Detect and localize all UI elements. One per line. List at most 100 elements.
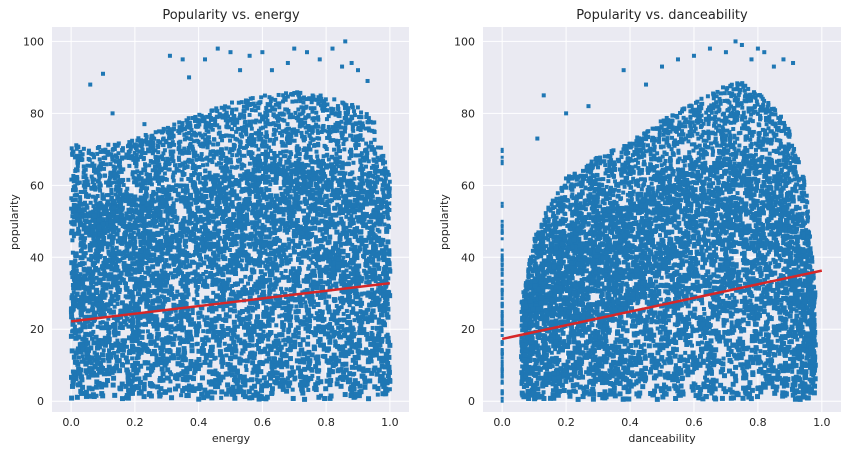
scatter-point — [119, 169, 124, 174]
scatter-point — [75, 144, 80, 149]
scatter-point — [263, 333, 268, 338]
scatter-point — [261, 375, 267, 381]
scatter-point — [381, 161, 386, 166]
scatter-point — [358, 166, 363, 171]
scatter-point — [342, 129, 347, 134]
scatter-point — [138, 188, 143, 193]
scatter-point — [231, 308, 237, 314]
scatter-point — [163, 192, 168, 197]
scatter-point — [177, 150, 182, 155]
scatter-point — [144, 137, 149, 142]
scatter-point — [249, 126, 254, 131]
scatter-point — [197, 164, 202, 169]
scatter-point — [375, 155, 380, 160]
scatter-point — [171, 178, 176, 183]
scatter-point — [93, 187, 98, 192]
scatter-point — [306, 114, 311, 119]
scatter-point — [360, 291, 365, 296]
scatter-point — [141, 139, 146, 144]
scatter-point — [90, 307, 96, 313]
scatter-point — [283, 97, 288, 102]
scatter-point — [134, 254, 139, 259]
scatter-point — [369, 219, 374, 224]
scatter-point — [300, 121, 305, 126]
scatter-point — [237, 183, 242, 188]
scatter-point — [150, 300, 156, 306]
scatter-point — [276, 92, 281, 97]
scatter-point — [142, 227, 147, 232]
scatter-point — [268, 383, 273, 388]
scatter-point — [279, 111, 284, 116]
scatter-point — [236, 148, 241, 153]
scatter-point — [315, 128, 320, 133]
scatter-point — [227, 133, 232, 138]
scatter-point — [387, 201, 392, 206]
scatter-point — [186, 205, 191, 210]
scatter-point — [89, 281, 94, 286]
scatter-point — [108, 171, 113, 176]
scatter-point — [268, 148, 273, 153]
scatter-point — [268, 108, 273, 113]
scatter-point — [87, 242, 92, 247]
scatter-point — [102, 173, 107, 178]
scatter-point — [239, 228, 244, 233]
scatter-point — [145, 186, 150, 191]
scatter-point — [83, 173, 88, 178]
scatter-point — [169, 152, 174, 157]
scatter-point — [147, 149, 152, 154]
scatter-point — [304, 174, 309, 179]
scatter-point — [90, 180, 95, 185]
scatter-point — [217, 130, 222, 135]
scatter-point — [242, 172, 247, 177]
scatter-point — [184, 329, 189, 334]
scatter-point — [357, 134, 362, 139]
scatter-point — [273, 229, 278, 234]
scatter-point — [337, 190, 342, 195]
scatter-point — [200, 283, 205, 288]
scatter-point — [257, 260, 262, 265]
scatter-point — [115, 155, 120, 160]
scatter-point — [213, 116, 218, 121]
scatter-point — [260, 139, 265, 144]
scatter-point — [95, 257, 100, 262]
scatter-point — [98, 149, 103, 154]
scatter-point — [208, 206, 213, 211]
scatter-point — [366, 174, 371, 179]
scatter-point — [272, 151, 277, 156]
scatter-point — [327, 127, 332, 132]
scatter-point — [227, 248, 232, 253]
scatter-point — [120, 256, 125, 261]
scatter-point — [138, 140, 143, 145]
scatter-point — [69, 395, 75, 401]
scatter-point — [296, 330, 301, 335]
scatter-point — [257, 169, 262, 174]
scatter-point — [113, 165, 118, 170]
scatter-point — [279, 286, 284, 291]
scatter-point — [292, 138, 297, 143]
scatter-point — [275, 363, 280, 368]
scatter-point — [214, 162, 219, 167]
scatter-point — [368, 215, 373, 220]
scatter-point — [223, 104, 228, 109]
scatter-point — [90, 194, 95, 199]
scatter-point — [335, 156, 340, 161]
scatter-point — [353, 153, 358, 158]
scatter-point — [316, 115, 321, 120]
scatter-point — [339, 216, 344, 221]
scatter-point — [228, 157, 233, 162]
scatter-point — [167, 192, 172, 197]
scatter-point — [95, 324, 100, 329]
scatter-point — [126, 324, 131, 329]
scatter-point — [168, 379, 173, 384]
scatter-point — [199, 133, 204, 138]
scatter-point — [225, 158, 230, 163]
scatter-point — [69, 196, 74, 201]
scatter-point — [195, 323, 201, 329]
scatter-point — [98, 188, 103, 193]
scatter-point — [227, 150, 232, 155]
scatter-point — [236, 178, 242, 184]
scatter-point — [294, 147, 299, 152]
scatter-point — [201, 163, 206, 168]
scatter-point — [234, 117, 239, 122]
